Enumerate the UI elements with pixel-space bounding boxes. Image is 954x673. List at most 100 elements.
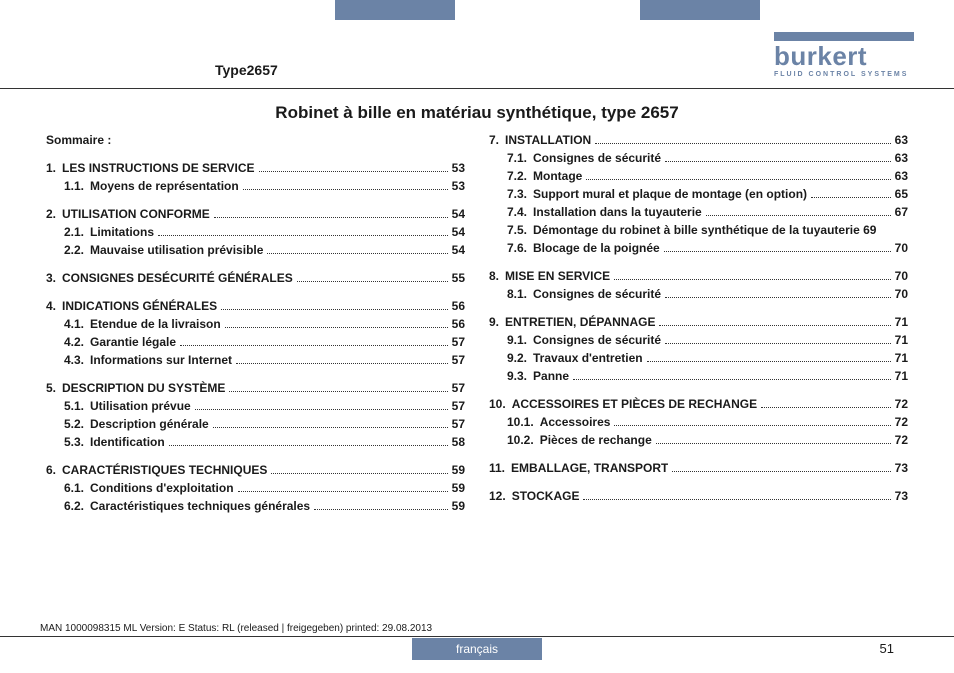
toc-sub-entry[interactable]: 7.2.Montage63 bbox=[489, 169, 908, 183]
toc-leader bbox=[271, 473, 447, 474]
toc-entry-label: UTILISATION CONFORME bbox=[62, 207, 210, 221]
top-tab-left bbox=[335, 0, 455, 20]
toc-subsection-list: 2.1.Limitations54 2.2.Mauvaise utilisatio… bbox=[46, 225, 465, 257]
toc-entry-number: 10.2. bbox=[507, 433, 534, 447]
toc-sub-entry[interactable]: 4.2.Garantie légale57 bbox=[46, 335, 465, 349]
toc-sub-entry[interactable]: 5.1.Utilisation prévue57 bbox=[46, 399, 465, 413]
language-tab: français bbox=[412, 638, 542, 660]
toc-sub-entry[interactable]: 7.3.Support mural et plaque de montage (… bbox=[489, 187, 908, 201]
toc-column-right: 7.INSTALLATION637.1.Consignes de sécurit… bbox=[489, 133, 908, 513]
toc: Sommaire : 1.LES INSTRUCTIONS DE SERVICE… bbox=[0, 133, 954, 513]
toc-sub-entry[interactable]: 5.2.Description générale57 bbox=[46, 417, 465, 431]
toc-entry[interactable]: 12.STOCKAGE73 bbox=[489, 489, 908, 503]
toc-leader bbox=[158, 235, 448, 236]
toc-leader bbox=[180, 345, 448, 346]
toc-entry-number: 6.1. bbox=[64, 481, 84, 495]
toc-entry-label: INSTALLATION bbox=[505, 133, 591, 147]
toc-entry-page: 63 bbox=[895, 151, 908, 165]
toc-entry-page: 65 bbox=[895, 187, 908, 201]
toc-entry-number: 2.1. bbox=[64, 225, 84, 239]
toc-entry[interactable]: 4.INDICATIONS GÉNÉRALES56 bbox=[46, 299, 465, 313]
document-title: Robinet à bille en matériau synthétique,… bbox=[0, 103, 954, 123]
toc-entry[interactable]: 3.CONSIGNES DESÉCURITÉ GÉNÉRALES55 bbox=[46, 271, 465, 285]
header: Type2657 burkert FLUID CONTROL SYSTEMS bbox=[0, 20, 954, 86]
toc-entry-page: 57 bbox=[452, 335, 465, 349]
brand-logo: burkert FLUID CONTROL SYSTEMS bbox=[774, 32, 914, 78]
toc-sub-entry[interactable]: 10.2.Pièces de rechange72 bbox=[489, 433, 908, 447]
toc-sub-entry[interactable]: 5.3.Identification58 bbox=[46, 435, 465, 449]
toc-entry-number: 1. bbox=[46, 161, 56, 175]
toc-sub-entry[interactable]: 7.6.Blocage de la poignée70 bbox=[489, 241, 908, 255]
toc-entry-number: 8. bbox=[489, 269, 499, 283]
toc-sub-entry[interactable]: 6.1.Conditions d'exploitation59 bbox=[46, 481, 465, 495]
toc-entry-page: 63 bbox=[895, 133, 908, 147]
type-label: Type2657 bbox=[215, 62, 278, 78]
toc-section: 7.INSTALLATION637.1.Consignes de sécurit… bbox=[489, 133, 908, 255]
toc-entry[interactable]: 7.INSTALLATION63 bbox=[489, 133, 908, 147]
toc-leader bbox=[236, 363, 448, 364]
toc-entry-number: 4.2. bbox=[64, 335, 84, 349]
toc-entry-page: 54 bbox=[452, 243, 465, 257]
toc-entry-label: Moyens de représentation bbox=[90, 179, 239, 193]
toc-sub-entry[interactable]: 7.5.Démontage du robinet à bille synthét… bbox=[489, 223, 908, 237]
toc-sub-entry[interactable]: 2.1.Limitations54 bbox=[46, 225, 465, 239]
toc-entry-number: 7.2. bbox=[507, 169, 527, 183]
toc-leader bbox=[706, 215, 891, 216]
logo-text: burkert bbox=[774, 43, 867, 69]
toc-entry-page: 58 bbox=[452, 435, 465, 449]
toc-sub-entry[interactable]: 9.1.Consignes de sécurité71 bbox=[489, 333, 908, 347]
toc-section: 8. MISE EN SERVICE 708.1.Consignes de sécu… bbox=[489, 269, 908, 301]
toc-entry-number: 4. bbox=[46, 299, 56, 313]
toc-sub-entry[interactable]: 4.3.Informations sur Internet57 bbox=[46, 353, 465, 367]
toc-sub-entry[interactable]: 8.1.Consignes de sécurité70 bbox=[489, 287, 908, 301]
toc-entry[interactable]: 8.MISE EN SERVICE70 bbox=[489, 269, 908, 283]
toc-subsection-list: 5.1.Utilisation prévue575.2.Description … bbox=[46, 399, 465, 449]
top-tab-markers bbox=[0, 0, 954, 20]
toc-entry-label: MISE EN SERVICE bbox=[505, 269, 610, 283]
toc-sub-entry[interactable]: 1.1. Moyens de représentation 53 bbox=[46, 179, 465, 193]
logo-tagline: FLUID CONTROL SYSTEMS bbox=[774, 71, 908, 78]
toc-sub-entry[interactable]: 7.1.Consignes de sécurité63 bbox=[489, 151, 908, 165]
toc-section: 9.ENTRETIEN, DÉPANNAGE71 9.1.Consignes de… bbox=[489, 315, 908, 383]
toc-entry-number: 2. bbox=[46, 207, 56, 221]
toc-entry-label: Utilisation prévue bbox=[90, 399, 191, 413]
toc-entry[interactable]: 11.EMBALLAGE, TRANSPORT73 bbox=[489, 461, 908, 475]
toc-entry-page: 57 bbox=[452, 399, 465, 413]
toc-entry[interactable]: 6.CARACTÉRISTIQUES TECHNIQUES59 bbox=[46, 463, 465, 477]
toc-entry[interactable]: 10.ACCESSOIRES ET PIÈCES DE RECHANGE72 bbox=[489, 397, 908, 411]
toc-leader bbox=[225, 327, 448, 328]
toc-entry-page: 71 bbox=[895, 333, 908, 347]
toc-entry-label: Conditions d'exploitation bbox=[90, 481, 234, 495]
toc-entry-label: Panne bbox=[533, 369, 569, 383]
toc-entry-number: 5. bbox=[46, 381, 56, 395]
toc-entry-page: 71 bbox=[895, 351, 908, 365]
toc-sub-entry[interactable]: 4.1.Etendue de la livraison56 bbox=[46, 317, 465, 331]
toc-leader bbox=[586, 179, 890, 180]
toc-section: 4.INDICATIONS GÉNÉRALES56 4.1.Etendue de … bbox=[46, 299, 465, 367]
toc-entry-label: CONSIGNES DESÉCURITÉ GÉNÉRALES bbox=[62, 271, 293, 285]
toc-entry-page: 70 bbox=[895, 241, 908, 255]
toc-entry[interactable]: 9.ENTRETIEN, DÉPANNAGE71 bbox=[489, 315, 908, 329]
toc-leader bbox=[169, 445, 448, 446]
toc-sub-entry[interactable]: 9.3.Panne71 bbox=[489, 369, 908, 383]
toc-entry[interactable]: 5.DESCRIPTION DU SYSTÈME57 bbox=[46, 381, 465, 395]
toc-entry-page: 56 bbox=[452, 317, 465, 331]
toc-entry-page: 53 bbox=[452, 179, 465, 193]
toc-entry-number: 1.1. bbox=[64, 179, 84, 193]
toc-sub-entry[interactable]: 9.2.Travaux d'entretien71 bbox=[489, 351, 908, 365]
toc-entry-number: 5.2. bbox=[64, 417, 84, 431]
toc-entry-number: 11. bbox=[489, 461, 505, 475]
toc-entry[interactable]: 1.LES INSTRUCTIONS DE SERVICE53 bbox=[46, 161, 465, 175]
toc-entry[interactable]: 2.UTILISATION CONFORME54 bbox=[46, 207, 465, 221]
toc-leader bbox=[583, 499, 890, 500]
toc-entry-page: 70 bbox=[895, 287, 908, 301]
toc-sub-entry[interactable]: 6.2.Caractéristiques techniques générale… bbox=[46, 499, 465, 513]
toc-entry-label: Installation dans la tuyauterie bbox=[533, 205, 702, 219]
toc-sub-entry[interactable]: 7.4.Installation dans la tuyauterie67 bbox=[489, 205, 908, 219]
toc-sub-entry[interactable]: 10.1.Accessoires72 bbox=[489, 415, 908, 429]
toc-leader bbox=[595, 143, 890, 144]
toc-entry-page: 73 bbox=[895, 489, 908, 503]
toc-entry-page: 57 bbox=[452, 417, 465, 431]
toc-entry-number: 2.2. bbox=[64, 243, 84, 257]
toc-sub-entry[interactable]: 2.2.Mauvaise utilisation prévisible54 bbox=[46, 243, 465, 257]
